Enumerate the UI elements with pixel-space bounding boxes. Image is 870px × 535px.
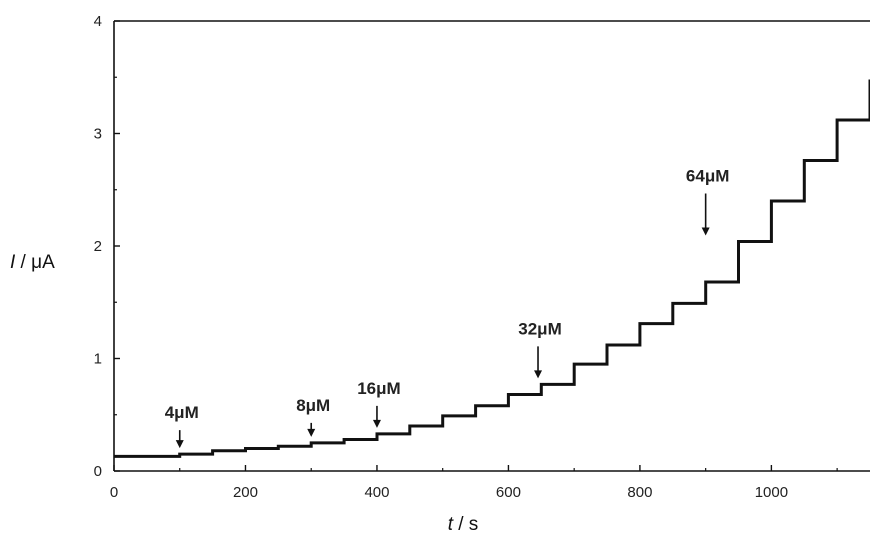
concentration-annotation: 8μM xyxy=(296,396,330,415)
concentration-annotation: 64μM xyxy=(686,167,729,186)
x-axis-label-var: t xyxy=(448,514,454,535)
y-axis-label-var: I xyxy=(10,252,16,273)
concentration-annotation: 4μM xyxy=(165,403,199,422)
series xyxy=(114,79,870,458)
y-ticks: 0 1 2 3 4 xyxy=(94,13,120,480)
x-tick-label: 400 xyxy=(364,484,389,501)
annotation-arrow-head xyxy=(701,227,710,236)
x-tick-label: 1000 xyxy=(755,484,788,501)
axes xyxy=(113,20,870,472)
concentration-annotation: 32μM xyxy=(518,319,561,338)
y-tick-label: 0 xyxy=(94,463,102,480)
y-tick-label: 1 xyxy=(94,351,102,368)
concentration-annotation: 16μM xyxy=(357,379,400,398)
y-tick-label: 3 xyxy=(94,126,102,143)
x-tick-label: 200 xyxy=(233,484,258,501)
annotations: 4μM 8μM 16μM 32μM 64μM xyxy=(165,167,729,449)
x-axis-label: t / s xyxy=(448,514,479,535)
x-tick-label: 600 xyxy=(496,484,521,501)
x-tick-label: 0 xyxy=(110,484,118,501)
annotation-arrow-head xyxy=(372,419,381,428)
y-axis-label: I / μA xyxy=(10,252,55,273)
current-step-trace xyxy=(114,79,870,458)
x-axis-label-unit: / s xyxy=(453,514,478,535)
annotation-arrow-head xyxy=(307,428,316,437)
y-tick-label: 2 xyxy=(94,238,102,255)
y-tick-label: 4 xyxy=(94,13,102,30)
y-axis-label-unit: / μA xyxy=(15,252,55,273)
x-tick-label: 800 xyxy=(627,484,652,501)
annotation-arrow-head xyxy=(534,370,543,379)
x-ticks: 0 200 400 600 800 1000 xyxy=(110,465,838,501)
annotation-arrow-head xyxy=(175,440,184,449)
